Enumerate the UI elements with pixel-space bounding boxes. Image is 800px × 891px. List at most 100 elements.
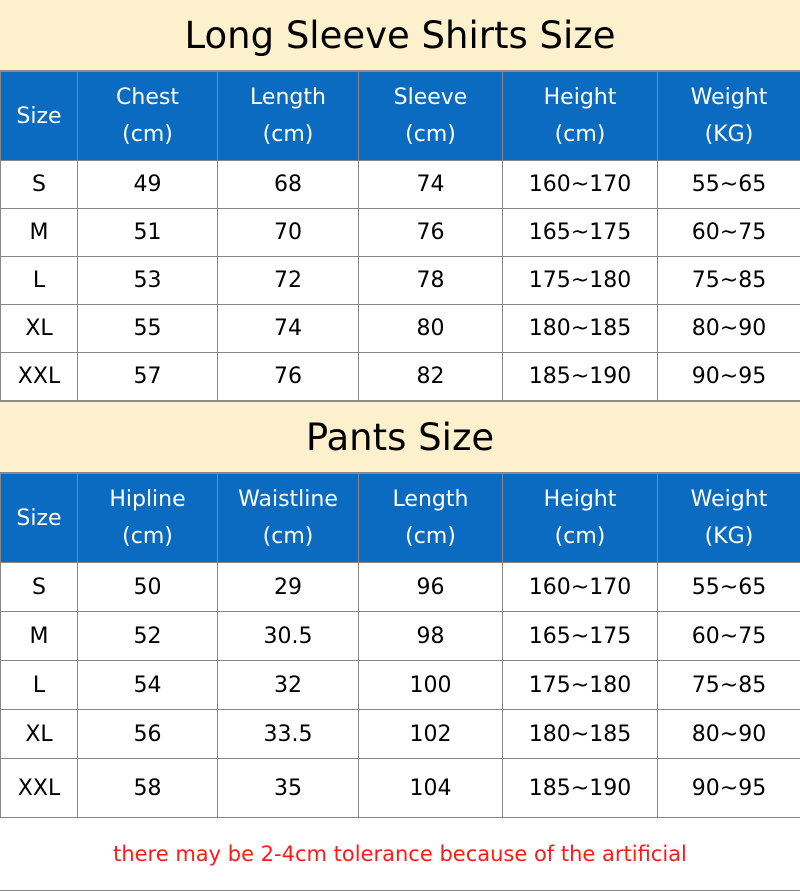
header-text: (KG) (658, 518, 800, 555)
table-cell: 78 (359, 257, 503, 305)
table-cell: S (1, 161, 78, 209)
header-text: Chest (78, 79, 217, 116)
header-text: Sleeve (359, 79, 502, 116)
table-cell: XL (1, 305, 78, 353)
header-text: Length (218, 79, 358, 116)
table-cell: 76 (359, 209, 503, 257)
table-cell: 104 (359, 759, 503, 818)
table-cell: 50 (78, 563, 218, 612)
table-cell: 74 (359, 161, 503, 209)
header-text: (cm) (359, 518, 502, 555)
column-header: Size (1, 474, 78, 563)
header-text: (cm) (78, 116, 217, 153)
table-cell: 35 (218, 759, 359, 818)
header-text: Size (1, 98, 77, 135)
table-cell: 165~175 (503, 209, 658, 257)
table-cell: 175~180 (503, 257, 658, 305)
header-text: (cm) (218, 116, 358, 153)
column-header: Length(cm) (218, 72, 359, 161)
table-cell: 56 (78, 710, 218, 759)
header-text: Waistline (218, 481, 358, 518)
table-cell: 55~65 (658, 161, 800, 209)
column-header: Size (1, 72, 78, 161)
table-cell: 74 (218, 305, 359, 353)
table-cell: 76 (218, 353, 359, 401)
table-cell: 52 (78, 612, 218, 661)
header-text: Weight (658, 79, 800, 116)
column-header: Weight(KG) (658, 72, 800, 161)
table-cell: 55~65 (658, 563, 800, 612)
table-cell: 30.5 (218, 612, 359, 661)
column-header: Waistline(cm) (218, 474, 359, 563)
column-header: Chest(cm) (78, 72, 218, 161)
table-cell: 57 (78, 353, 218, 401)
table-cell: 51 (78, 209, 218, 257)
table-cell: M (1, 209, 78, 257)
table-cell: 160~170 (503, 563, 658, 612)
table-cell: S (1, 563, 78, 612)
header-text: Size (1, 500, 77, 537)
table-cell: 54 (78, 661, 218, 710)
table-cell: 180~185 (503, 305, 658, 353)
table-cell: 80~90 (658, 305, 800, 353)
header-text: (KG) (658, 116, 800, 153)
table-cell: 72 (218, 257, 359, 305)
table-cell: 60~75 (658, 209, 800, 257)
table-cell: 90~95 (658, 759, 800, 818)
shirts-title: Long Sleeve Shirts Size (0, 0, 800, 71)
header-text: (cm) (503, 116, 657, 153)
column-header: Hipline(cm) (78, 474, 218, 563)
pants-title: Pants Size (0, 401, 800, 473)
table-cell: 185~190 (503, 759, 658, 818)
header-text: (cm) (218, 518, 358, 555)
header-text: (cm) (78, 518, 217, 555)
table-cell: L (1, 257, 78, 305)
table-cell: 75~85 (658, 661, 800, 710)
header-text: Length (359, 481, 502, 518)
table-cell: 29 (218, 563, 359, 612)
table-cell: 100 (359, 661, 503, 710)
table-cell: 165~175 (503, 612, 658, 661)
table-cell: 98 (359, 612, 503, 661)
table-cell: L (1, 661, 78, 710)
table-cell: 70 (218, 209, 359, 257)
table-cell: 90~95 (658, 353, 800, 401)
table-cell: 80 (359, 305, 503, 353)
table-cell: 58 (78, 759, 218, 818)
header-text: Hipline (78, 481, 217, 518)
column-header: Sleeve(cm) (359, 72, 503, 161)
header-text: Height (503, 79, 657, 116)
table-cell: 68 (218, 161, 359, 209)
table-cell: 175~180 (503, 661, 658, 710)
table-cell: XL (1, 710, 78, 759)
column-header: Height(cm) (503, 474, 658, 563)
table-cell: 102 (359, 710, 503, 759)
table-cell: 49 (78, 161, 218, 209)
table-cell: 32 (218, 661, 359, 710)
table-cell: 185~190 (503, 353, 658, 401)
table-cell: 55 (78, 305, 218, 353)
column-header: Length(cm) (359, 474, 503, 563)
table-cell: 80~90 (658, 710, 800, 759)
table-cell: 33.5 (218, 710, 359, 759)
table-cell: 53 (78, 257, 218, 305)
table-cell: XXL (1, 759, 78, 818)
table-cell: 82 (359, 353, 503, 401)
tolerance-note: there may be 2-4cm tolerance because of … (0, 818, 800, 891)
column-header: Height(cm) (503, 72, 658, 161)
table-cell: 60~75 (658, 612, 800, 661)
